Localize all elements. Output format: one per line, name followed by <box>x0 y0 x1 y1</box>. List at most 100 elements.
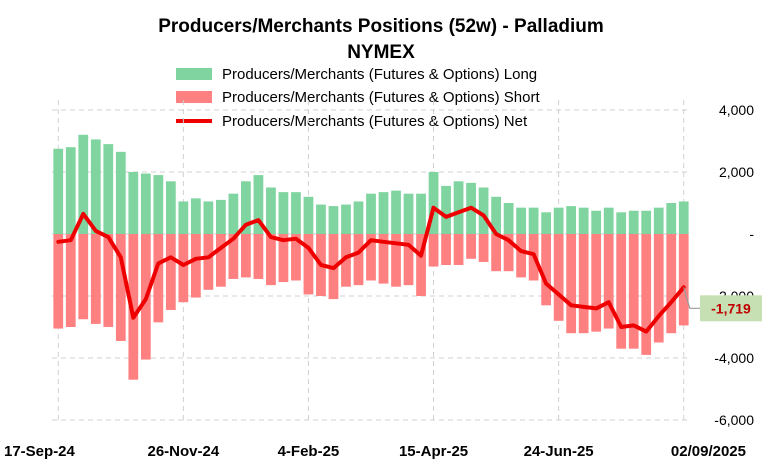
long-bar-34 <box>478 187 489 234</box>
long-bar-49 <box>666 203 677 234</box>
x-tick-label-5: 02/09/2025 <box>671 443 746 460</box>
short-bar-47 <box>641 234 652 355</box>
long-bar-8 <box>153 175 164 234</box>
short-bar-20 <box>303 234 314 295</box>
short-bar-32 <box>453 234 464 265</box>
long-bar-29 <box>416 193 426 234</box>
short-bar-45 <box>616 234 627 349</box>
long-bar-9 <box>165 181 176 234</box>
y-tick-label-2: - <box>749 226 754 242</box>
net-line-layer <box>56 205 686 334</box>
long-bar-20 <box>303 196 314 234</box>
long-bar-1 <box>65 147 76 234</box>
short-bar-24 <box>353 234 364 286</box>
callout-box <box>700 295 762 322</box>
legend-label-net: Producers/Merchants (Futures & Options) … <box>222 113 528 130</box>
short-bar-16 <box>253 234 264 279</box>
long-bar-50 <box>678 201 689 234</box>
long-bar-45 <box>616 212 627 234</box>
long-bar-27 <box>391 190 401 234</box>
x-tick-label-4: 24-Jun-25 <box>524 443 594 460</box>
x-tick-label-2: 4-Feb-25 <box>278 443 340 460</box>
long-bar-18 <box>278 192 289 234</box>
y-tick-label-1: 2,000 <box>719 164 754 180</box>
long-bar-12 <box>203 201 214 234</box>
long-bar-41 <box>566 206 577 234</box>
long-bar-39 <box>541 212 552 234</box>
short-bar-17 <box>266 234 276 286</box>
long-bar-44 <box>603 207 614 234</box>
short-bar-11 <box>190 234 201 298</box>
short-bar-29 <box>416 234 426 296</box>
short-bar-26 <box>378 234 389 284</box>
legend-swatch-long <box>176 68 212 80</box>
long-bar-37 <box>516 207 526 234</box>
long-bar-14 <box>228 193 239 234</box>
short-bar-50 <box>678 234 689 326</box>
long-bar-7 <box>140 173 151 234</box>
short-bar-44 <box>603 234 614 329</box>
last-value-label: -1,719 <box>711 300 751 316</box>
long-bar-42 <box>578 207 589 234</box>
long-bar-48 <box>653 207 664 234</box>
short-bar-40 <box>553 234 564 321</box>
short-bar-19 <box>291 234 301 281</box>
short-bar-37 <box>516 234 526 278</box>
long-bar-17 <box>266 187 276 234</box>
long-bar-11 <box>190 198 201 234</box>
long-bar-15 <box>241 181 251 234</box>
chart-subtitle: NYMEX <box>347 42 415 63</box>
legend-label-short: Producers/Merchants (Futures & Options) … <box>222 89 540 106</box>
short-bar-31 <box>441 234 451 265</box>
long-bar-0 <box>53 148 64 234</box>
long-bar-32 <box>453 181 464 234</box>
short-bar-43 <box>591 234 602 332</box>
long-bar-3 <box>90 139 101 234</box>
short-bar-36 <box>503 234 514 272</box>
long-bar-5 <box>115 151 126 234</box>
x-tick-label-1: 26-Nov-24 <box>148 443 220 460</box>
last-value-callout: -1,719 <box>683 287 762 322</box>
short-bar-25 <box>366 234 376 281</box>
short-bar-41 <box>566 234 577 334</box>
long-bar-31 <box>441 185 451 234</box>
short-bar-4 <box>103 234 114 327</box>
long-bar-13 <box>216 199 226 234</box>
short-bar-39 <box>541 234 552 306</box>
y-tick-label-0: 4,000 <box>719 102 754 118</box>
short-bar-14 <box>228 234 239 279</box>
long-bar-2 <box>78 134 89 234</box>
short-bar-10 <box>178 234 189 303</box>
short-bar-30 <box>428 234 439 267</box>
short-bar-0 <box>53 234 64 329</box>
short-bar-35 <box>491 234 501 272</box>
short-bar-33 <box>466 234 476 259</box>
long-bar-25 <box>366 193 376 234</box>
long-bar-43 <box>591 210 602 234</box>
short-bar-12 <box>203 234 214 290</box>
long-bar-36 <box>503 203 514 234</box>
chart-title: Producers/Merchants Positions (52w) - Pa… <box>158 16 604 37</box>
long-bar-30 <box>428 172 439 234</box>
long-bar-16 <box>253 175 264 234</box>
short-bar-15 <box>241 234 251 278</box>
short-bar-34 <box>478 234 489 262</box>
short-bar-13 <box>216 234 226 287</box>
short-bar-6 <box>128 234 139 380</box>
long-bar-47 <box>641 210 652 234</box>
long-bar-21 <box>316 204 326 234</box>
y-tick-label-4: -4,000 <box>714 350 754 366</box>
long-bar-28 <box>403 193 414 234</box>
long-bar-38 <box>528 207 539 234</box>
short-bar-3 <box>90 234 101 324</box>
legend-swatch-short <box>176 91 212 103</box>
long-bar-6 <box>128 172 139 234</box>
long-bar-19 <box>291 192 301 234</box>
x-axis: 17-Sep-24 26-Nov-24 4-Feb-25 15-Apr-25 24-Ju… <box>4 443 746 460</box>
short-bar-49 <box>666 234 677 334</box>
long-bar-10 <box>178 201 189 234</box>
long-bar-40 <box>553 207 564 234</box>
